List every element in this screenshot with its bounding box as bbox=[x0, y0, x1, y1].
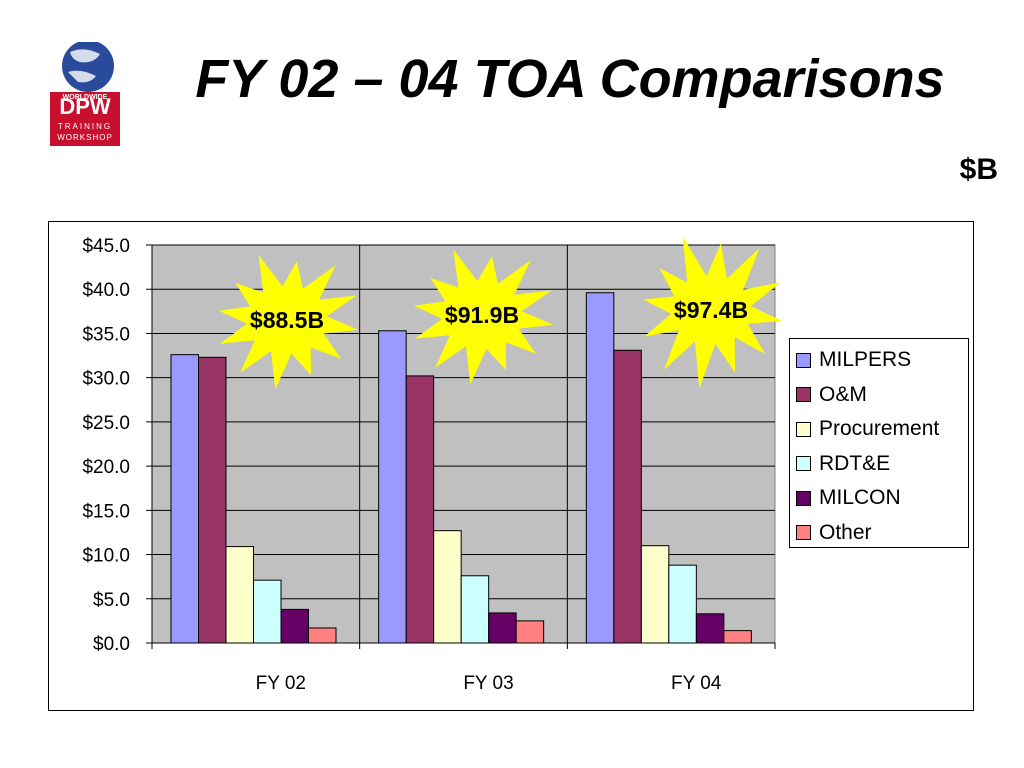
bar-rdt-e bbox=[253, 579, 282, 644]
bar-o-m bbox=[613, 349, 642, 644]
legend-swatch bbox=[796, 525, 811, 541]
total-starburst bbox=[218, 254, 359, 390]
bar-milpers bbox=[378, 330, 407, 644]
total-annotation: $91.9B bbox=[445, 302, 519, 328]
legend-label: MILPERS bbox=[819, 348, 912, 372]
y-tick-label: $40.0 bbox=[82, 280, 130, 301]
bar-procurement bbox=[640, 545, 670, 644]
y-tick-label: $0.0 bbox=[93, 634, 130, 655]
bar-procurement bbox=[225, 546, 254, 644]
bar-milcon bbox=[488, 612, 517, 644]
bar-other bbox=[515, 620, 545, 644]
y-tick-label: $45.0 bbox=[82, 236, 130, 257]
bar-milcon bbox=[280, 608, 309, 644]
logo-graphic: DPW TRAINING WORKSHOP WORLDWIDE bbox=[50, 40, 120, 146]
bar-milcon bbox=[695, 613, 725, 644]
legend-swatch bbox=[796, 421, 811, 437]
legend-item: RDT&E bbox=[796, 447, 968, 482]
legend-label: Procurement bbox=[819, 417, 940, 441]
svg-text:WORKSHOP: WORKSHOP bbox=[57, 133, 113, 142]
legend-item: O&M bbox=[796, 378, 968, 413]
legend-label: Other bbox=[819, 520, 872, 544]
y-tick-label: $25.0 bbox=[82, 413, 130, 434]
x-category-label: FY 03 bbox=[463, 673, 513, 694]
y-tick-label: $5.0 bbox=[93, 590, 130, 611]
y-tick-label: $15.0 bbox=[82, 501, 130, 522]
y-tick-label: $30.0 bbox=[82, 369, 130, 390]
total-annotation: $88.5B bbox=[250, 307, 324, 333]
bar-milpers bbox=[585, 292, 615, 644]
bar-rdt-e bbox=[460, 575, 490, 644]
worldwide-dpw-training-workshop-logo: DPW TRAINING WORKSHOP WORLDWIDE bbox=[50, 40, 120, 146]
legend-label: O&M bbox=[819, 382, 867, 406]
bar-o-m bbox=[405, 375, 435, 644]
unit-label: $B bbox=[959, 153, 998, 186]
x-category-label: FY 04 bbox=[671, 673, 722, 694]
svg-text:WORLDWIDE: WORLDWIDE bbox=[63, 94, 108, 101]
total-starburst bbox=[642, 235, 783, 389]
svg-text:TRAINING: TRAINING bbox=[58, 122, 112, 131]
legend-item: Procurement bbox=[796, 412, 968, 447]
bar-rdt-e bbox=[668, 564, 697, 644]
legend-label: RDT&E bbox=[819, 451, 891, 475]
legend-label: MILCON bbox=[819, 486, 901, 510]
slide-title: FY 02 – 04 TOA Comparisons bbox=[195, 49, 945, 109]
legend-item: Other bbox=[796, 516, 968, 551]
y-tick-label: $10.0 bbox=[82, 546, 130, 567]
bar-milpers bbox=[170, 354, 199, 644]
legend-swatch bbox=[796, 352, 811, 368]
bar-o-m bbox=[198, 356, 227, 644]
total-starburst bbox=[413, 249, 554, 385]
legend-swatch bbox=[796, 387, 811, 403]
legend-swatch bbox=[796, 456, 811, 472]
x-category-label: FY 02 bbox=[256, 673, 306, 694]
legend-swatch bbox=[796, 490, 811, 506]
bar-other bbox=[308, 627, 337, 644]
svg-text:DPW: DPW bbox=[59, 94, 111, 119]
total-annotation: $97.4B bbox=[674, 297, 748, 323]
bar-procurement bbox=[433, 530, 462, 644]
bar-other bbox=[723, 630, 752, 644]
legend-item: MILCON bbox=[796, 481, 968, 516]
y-tick-label: $20.0 bbox=[82, 457, 130, 478]
y-tick-label: $35.0 bbox=[82, 324, 130, 345]
legend-item: MILPERS bbox=[796, 343, 968, 378]
chart-legend: MILPERS O&M Procurement RDT&E MILCON Other bbox=[789, 338, 969, 548]
